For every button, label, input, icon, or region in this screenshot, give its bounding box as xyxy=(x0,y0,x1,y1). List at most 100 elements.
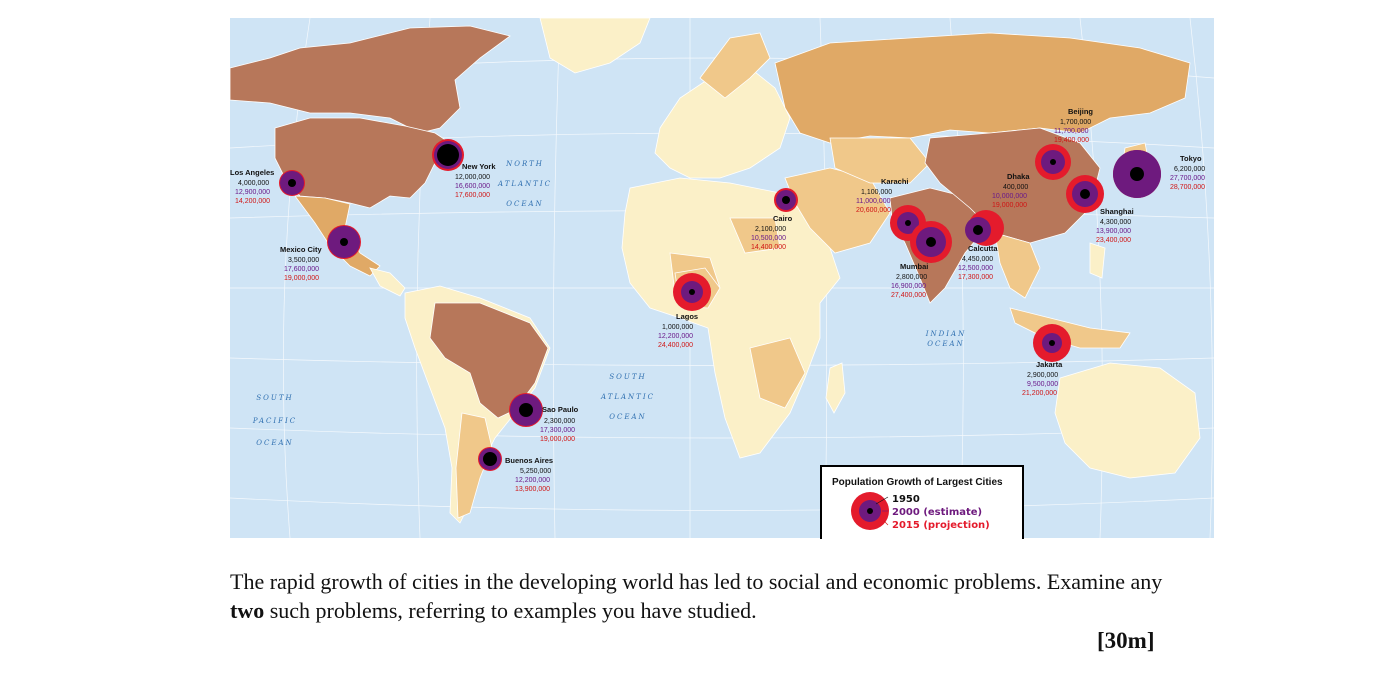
city-marker-mumbai xyxy=(910,221,952,263)
svg-text:Jakarta: Jakarta xyxy=(1036,360,1063,369)
svg-text:24,400,000: 24,400,000 xyxy=(658,342,693,349)
svg-text:27,700,000: 27,700,000 xyxy=(1170,175,1205,182)
svg-text:Lagos: Lagos xyxy=(676,312,698,321)
city-marker-new-york xyxy=(432,139,464,171)
svg-text:Los Angeles: Los Angeles xyxy=(230,168,274,177)
svg-text:2,100,000: 2,100,000 xyxy=(755,226,786,233)
canada xyxy=(230,25,511,134)
map-legend: Population Growth of Largest Cities 1950… xyxy=(820,465,1024,539)
city-label-karachi: Karachi 1,100,000 11,000,000 20,600,000 xyxy=(856,177,909,214)
city-marker-los-angeles xyxy=(279,170,305,196)
city-marker-dhaka xyxy=(1035,144,1071,180)
city-label-lagos: Lagos 1,000,000 12,200,000 24,400,000 xyxy=(658,312,698,349)
svg-text:19,400,000: 19,400,000 xyxy=(1054,137,1089,144)
legend-2015: 2015 (projection) xyxy=(892,520,990,531)
question-bold-word: two xyxy=(230,598,265,623)
philippines xyxy=(1089,242,1106,279)
ocean-labels: NORTH ATLANTIC OCEAN SOUTH ATLANTIC OCEA… xyxy=(252,160,966,447)
svg-text:1,000,000: 1,000,000 xyxy=(662,324,693,331)
city-label-los-angeles: Los Angeles 4,000,000 12,900,000 14,200,… xyxy=(230,168,274,205)
svg-text:14,400,000: 14,400,000 xyxy=(751,244,786,251)
svg-text:Dhaka: Dhaka xyxy=(1007,172,1030,181)
svg-text:17,300,000: 17,300,000 xyxy=(540,427,575,434)
legend-1950: 1950 xyxy=(892,494,920,505)
city-markers xyxy=(279,139,1161,471)
city-label-cairo: Cairo 2,100,000 10,500,000 14,400,000 xyxy=(751,214,793,251)
scandinavia xyxy=(699,32,771,99)
city-label-beijing: Beijing 1,700,000 11,700,000 19,400,000 xyxy=(1054,107,1093,144)
svg-text:Cairo: Cairo xyxy=(773,214,793,223)
ocean-label-south-atlantic-2: ATLANTIC xyxy=(600,393,655,401)
ocean-label-north-atlantic-1: NORTH xyxy=(505,160,544,168)
svg-text:2,900,000: 2,900,000 xyxy=(1027,372,1058,379)
ocean-label-north-atlantic-3: OCEAN xyxy=(506,200,543,208)
city-label-mexico-city: Mexico City 3,500,000 17,600,000 19,000,… xyxy=(280,245,323,282)
svg-text:20,600,000: 20,600,000 xyxy=(856,207,891,214)
city-marker-tokyo xyxy=(1113,150,1161,198)
svg-text:12,200,000: 12,200,000 xyxy=(658,333,693,340)
svg-text:Karachi: Karachi xyxy=(881,177,909,186)
svg-text:Buenos Aires: Buenos Aires xyxy=(505,456,553,465)
svg-text:Beijing: Beijing xyxy=(1068,107,1093,116)
question-part-2: such problems, referring to examples you… xyxy=(264,598,757,623)
ocean-label-south-pacific-1: SOUTH xyxy=(256,394,293,402)
svg-text:12,500,000: 12,500,000 xyxy=(958,265,993,272)
svg-text:5,250,000: 5,250,000 xyxy=(520,468,551,475)
ocean-label-indian-2: OCEAN xyxy=(927,340,964,348)
city-label-dhaka: Dhaka 400,000 10,000,000 19,000,000 xyxy=(992,172,1030,209)
svg-text:4,450,000: 4,450,000 xyxy=(962,256,993,263)
svg-text:23,400,000: 23,400,000 xyxy=(1096,237,1131,244)
svg-text:Mumbai: Mumbai xyxy=(900,262,928,271)
city-marker-cairo xyxy=(774,188,798,212)
svg-text:19,000,000: 19,000,000 xyxy=(992,202,1027,209)
australia xyxy=(1054,362,1201,479)
svg-text:12,000,000: 12,000,000 xyxy=(455,174,490,181)
city-marker-sao-paulo xyxy=(509,393,543,427)
svg-text:Sao Paulo: Sao Paulo xyxy=(542,405,579,414)
question-text: The rapid growth of cities in the develo… xyxy=(230,567,1180,625)
city-marker-jakarta xyxy=(1033,324,1071,362)
central-america xyxy=(369,267,406,297)
svg-text:11,000,000: 11,000,000 xyxy=(856,198,891,205)
indonesia xyxy=(1009,307,1131,349)
city-label-shanghai: Shanghai 4,300,000 13,900,000 23,400,000 xyxy=(1096,207,1134,244)
svg-text:New York: New York xyxy=(462,162,496,171)
svg-text:11,700,000: 11,700,000 xyxy=(1054,128,1089,135)
legend-title: Population Growth of Largest Cities xyxy=(832,477,1003,488)
city-label-calcutta: Calcutta 4,450,000 12,500,000 17,300,000 xyxy=(958,244,998,281)
svg-text:19,000,000: 19,000,000 xyxy=(540,436,575,443)
city-marker-mexico-city xyxy=(327,225,361,259)
svg-text:13,900,000: 13,900,000 xyxy=(1096,228,1131,235)
svg-text:4,300,000: 4,300,000 xyxy=(1100,219,1131,226)
brazil xyxy=(429,302,549,419)
svg-text:2,300,000: 2,300,000 xyxy=(544,418,575,425)
greenland xyxy=(539,18,651,74)
madagascar xyxy=(825,362,846,414)
city-labels: Los Angeles 4,000,000 12,900,000 14,200,… xyxy=(230,107,1205,493)
svg-text:13,900,000: 13,900,000 xyxy=(515,486,550,493)
svg-text:10,500,000: 10,500,000 xyxy=(751,235,786,242)
ocean-label-south-pacific-3: OCEAN xyxy=(256,439,293,447)
city-label-tokyo: Tokyo 6,200,000 27,700,000 28,700,000 xyxy=(1170,154,1205,191)
svg-text:6,200,000: 6,200,000 xyxy=(1174,166,1205,173)
ocean-label-indian-1: INDIAN xyxy=(925,330,966,338)
southeast-asia xyxy=(994,232,1041,299)
ocean-label-south-atlantic-1: SOUTH xyxy=(609,373,646,381)
city-label-new-york: New York 12,000,000 16,600,000 17,600,00… xyxy=(455,162,496,199)
svg-text:16,600,000: 16,600,000 xyxy=(455,183,490,190)
svg-text:17,300,000: 17,300,000 xyxy=(958,274,993,281)
city-marker-lagos xyxy=(673,273,711,311)
svg-text:3,500,000: 3,500,000 xyxy=(288,257,319,264)
svg-text:21,200,000: 21,200,000 xyxy=(1022,390,1057,397)
city-label-buenos-aires: Buenos Aires 5,250,000 12,200,000 13,900… xyxy=(505,456,553,493)
ocean-label-north-atlantic-2: ATLANTIC xyxy=(497,180,552,188)
legend-symbol xyxy=(851,492,889,530)
svg-text:12,200,000: 12,200,000 xyxy=(515,477,550,484)
svg-text:1,700,000: 1,700,000 xyxy=(1060,119,1091,126)
svg-text:19,000,000: 19,000,000 xyxy=(284,275,319,282)
svg-text:1,100,000: 1,100,000 xyxy=(861,189,892,196)
city-label-sao-paulo: Sao Paulo 2,300,000 17,300,000 19,000,00… xyxy=(540,405,579,443)
svg-text:Shanghai: Shanghai xyxy=(1100,207,1134,216)
svg-text:400,000: 400,000 xyxy=(1003,184,1028,191)
marks-label: [30m] xyxy=(1097,628,1155,653)
